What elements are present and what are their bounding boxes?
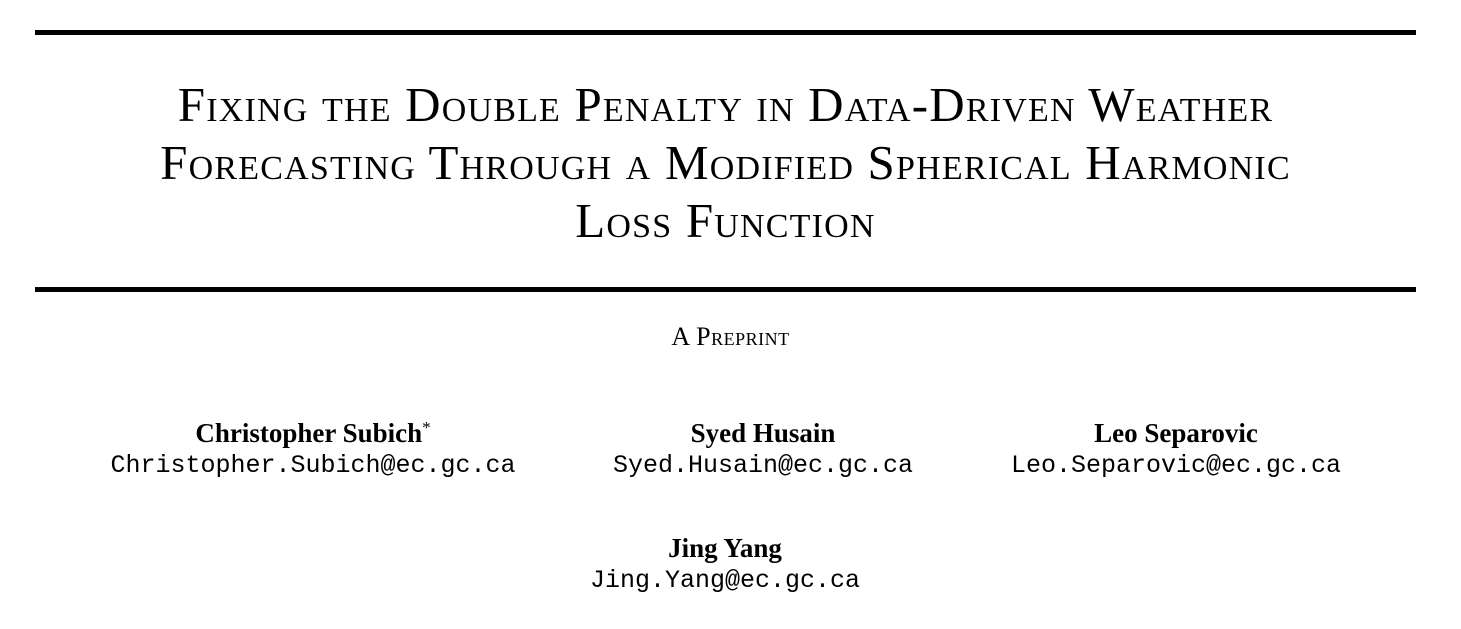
author-block: Christopher Subich* Christopher.Subich@e… — [83, 417, 543, 483]
author-email[interactable]: Jing.Yang@ec.gc.ca — [589, 566, 861, 595]
author-email[interactable]: Christopher.Subich@ec.gc.ca — [110, 451, 516, 480]
footnote-marker: * — [422, 418, 431, 437]
paper-title: Fixing the Double Penalty in Data-Driven… — [35, 76, 1416, 250]
author-name: Christopher Subich* — [195, 418, 431, 448]
author-block: Syed Husain Syed.Husain@ec.gc.ca — [533, 417, 993, 483]
bottom-rule — [35, 287, 1416, 292]
top-rule — [35, 30, 1416, 35]
preprint-label: A Preprint — [671, 322, 790, 351]
author-email[interactable]: Leo.Separovic@ec.gc.ca — [1010, 451, 1342, 480]
author-block: Leo Separovic Leo.Separovic@ec.gc.ca — [946, 417, 1406, 483]
title-line-2: Forecasting Through a Modified Spherical… — [160, 135, 1291, 190]
author-name: Jing Yang — [668, 533, 782, 563]
author-email[interactable]: Syed.Husain@ec.gc.ca — [612, 451, 914, 480]
title-line-1: Fixing the Double Penalty in Data-Driven… — [177, 77, 1274, 132]
author-name: Leo Separovic — [1094, 418, 1258, 448]
author-block: Jing Yang Jing.Yang@ec.gc.ca — [495, 532, 955, 598]
author-name: Syed Husain — [690, 418, 836, 448]
title-line-3: Loss Function — [575, 193, 876, 248]
